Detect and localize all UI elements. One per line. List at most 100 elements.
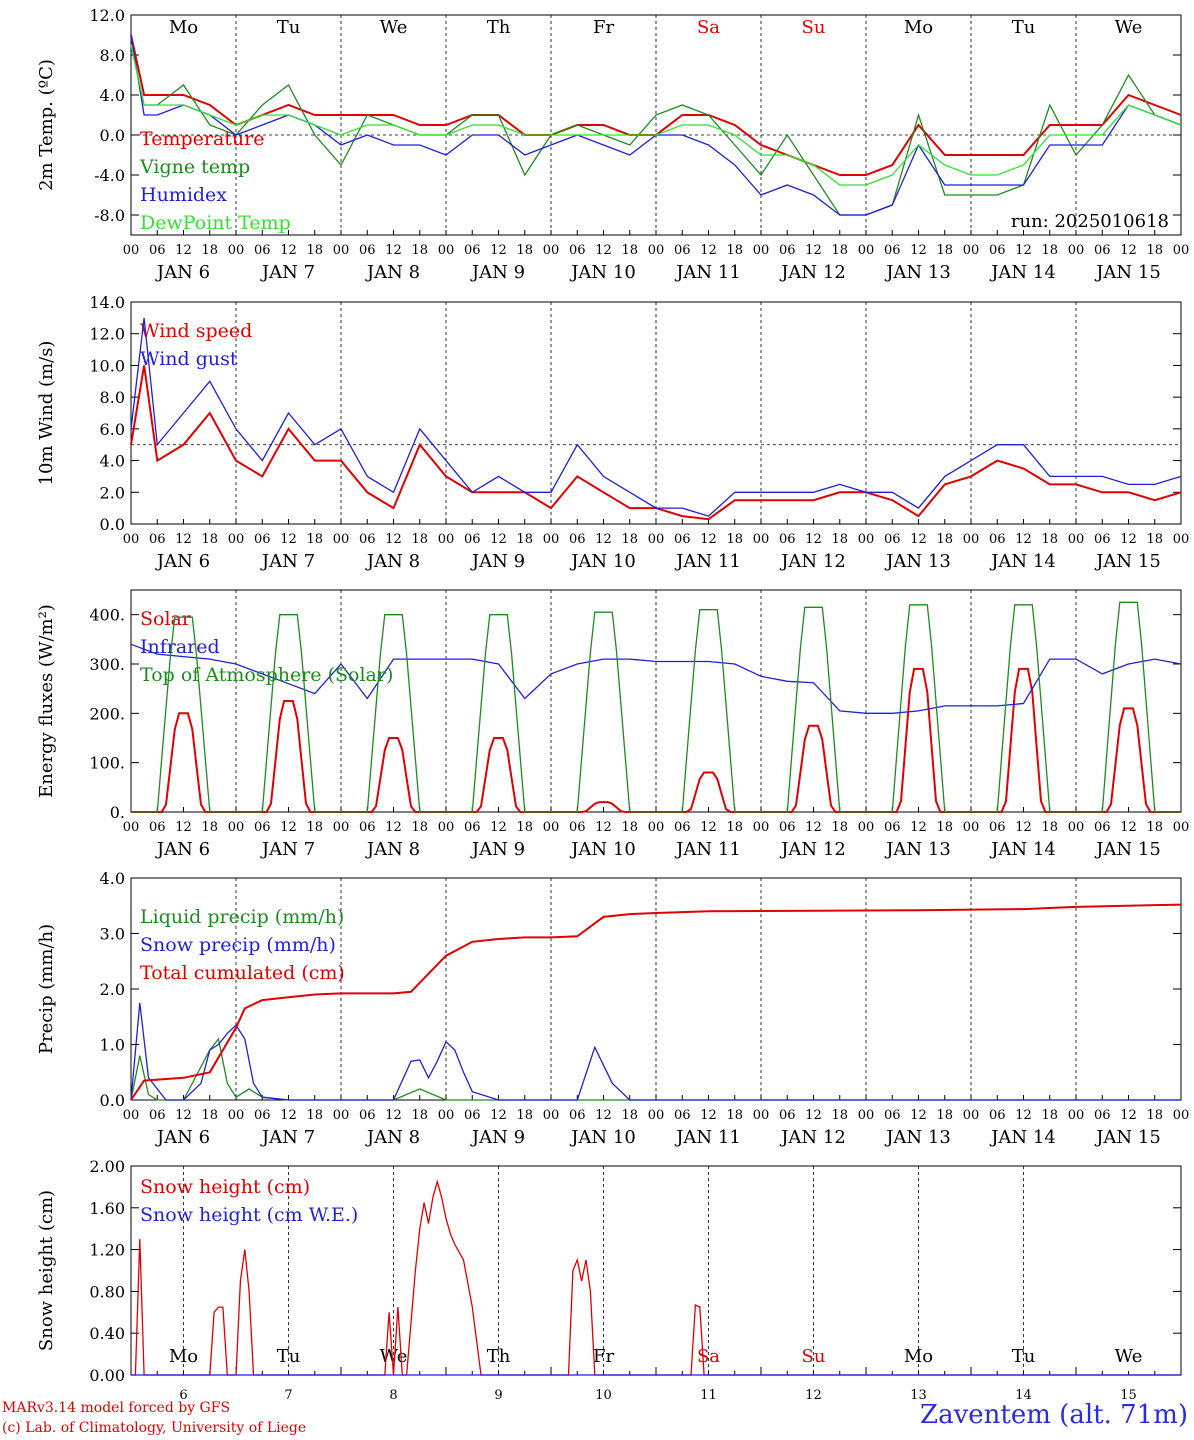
hour-tick-label: 06: [989, 532, 1006, 547]
hour-tick-label: 12: [910, 1108, 927, 1123]
date-label: JAN 11: [674, 551, 741, 572]
hour-tick-label: 18: [201, 532, 218, 547]
hour-tick-label: 06: [989, 820, 1006, 835]
date-label: JAN 6: [155, 1127, 210, 1148]
model-credit: MARv3.14 model forced by GFS: [2, 1400, 231, 1416]
y-axis-title: Precip (mm/h): [36, 924, 57, 1054]
day-number-label: 10: [595, 1388, 612, 1400]
date-label: JAN 6: [155, 839, 210, 860]
date-label: JAN 8: [365, 839, 420, 860]
hour-tick-label: 18: [621, 532, 638, 547]
hour-tick-label: 18: [411, 532, 428, 547]
legend-entry: Vigne temp: [139, 156, 250, 178]
weekday-label: Mo: [169, 17, 198, 38]
hour-tick-label: 18: [516, 820, 533, 835]
hour-tick-label: 00: [123, 820, 140, 835]
date-label: JAN 10: [569, 262, 636, 283]
hour-tick-label: 18: [1146, 532, 1163, 547]
hour-tick-label: 12: [385, 243, 402, 258]
hour-tick-label: 00: [543, 243, 560, 258]
series-line-vigne-temp: [130, 44, 1182, 216]
hour-tick-label: 12: [490, 1108, 507, 1123]
series-line-wind-speed: [130, 365, 1182, 521]
hour-tick-label: 18: [201, 243, 218, 258]
date-label: JAN 12: [779, 551, 846, 572]
hour-tick-label: 00: [543, 532, 560, 547]
legend-entry: Wind gust: [140, 348, 238, 370]
hour-tick-label: 06: [779, 243, 796, 258]
hour-tick-label: 06: [1094, 532, 1111, 547]
hour-tick-label: 06: [674, 243, 691, 258]
hour-tick-label: 12: [595, 243, 612, 258]
hour-tick-label: 18: [1146, 243, 1163, 258]
hour-tick-label: 18: [621, 820, 638, 835]
date-label: JAN 14: [989, 262, 1056, 283]
y-tick-label: 0.40: [89, 1324, 125, 1343]
weekday-label: We: [380, 17, 408, 38]
hour-tick-label: 12: [490, 532, 507, 547]
hour-tick-label: 12: [595, 1108, 612, 1123]
date-label: JAN 11: [674, 839, 741, 860]
y-tick-label: 300.: [89, 655, 125, 674]
date-label: JAN 13: [884, 551, 951, 572]
hour-tick-label: 18: [621, 1108, 638, 1123]
hour-tick-label: 00: [1173, 820, 1190, 835]
hour-tick-label: 06: [569, 1108, 586, 1123]
series-line-total-cumulated-cm-: [130, 903, 1182, 1101]
date-label: JAN 10: [569, 839, 636, 860]
weekday-label: We: [380, 1346, 408, 1367]
legend-entry: Wind speed: [140, 320, 252, 342]
hour-tick-label: 12: [175, 820, 192, 835]
hour-tick-label: 00: [438, 532, 455, 547]
hour-tick-label: 18: [411, 243, 428, 258]
hour-tick-label: 00: [1068, 820, 1085, 835]
hour-tick-label: 18: [726, 1108, 743, 1123]
y-tick-label: 4.0: [100, 86, 125, 105]
hour-tick-label: 06: [359, 243, 376, 258]
legend-entry: DewPoint Temp: [140, 212, 291, 234]
hour-tick-label: 12: [595, 532, 612, 547]
hour-tick-label: 00: [858, 243, 875, 258]
hour-tick-label: 12: [1120, 243, 1137, 258]
weekday-label: Mo: [169, 1346, 198, 1367]
hour-tick-label: 00: [753, 532, 770, 547]
legend-entry: Snow height (cm): [140, 1176, 310, 1198]
hour-tick-label: 18: [831, 243, 848, 258]
hour-tick-label: 00: [753, 820, 770, 835]
hour-tick-label: 00: [1173, 243, 1190, 258]
date-label: JAN 12: [779, 839, 846, 860]
hour-tick-label: 18: [306, 243, 323, 258]
legend-entry: Solar: [140, 608, 192, 630]
panel-4: 4.03.02.01.00.000 06 12 18 00 06 12 18 00 06 12 18 0…: [36, 869, 1189, 1148]
y-tick-label: 3.0: [100, 925, 125, 944]
legend-entry: Snow precip (mm/h): [140, 934, 336, 956]
y-tick-label: 2.0: [100, 483, 125, 502]
hour-tick-label: 00: [333, 1108, 350, 1123]
weekday-label: Tu: [1012, 17, 1036, 38]
y-tick-label: 10.0: [89, 356, 125, 375]
legend-entry: Total cumulated (cm): [140, 962, 345, 984]
hour-tick-label: 18: [1041, 243, 1058, 258]
run-label: run: 2025010618: [1011, 211, 1169, 232]
y-tick-label: 200.: [89, 704, 125, 723]
series-line-top-of-atmosphere-solar-: [131, 601, 1181, 813]
hour-tick-label: 00: [438, 243, 455, 258]
hour-tick-label: 18: [1146, 820, 1163, 835]
hour-tick-label: 18: [411, 820, 428, 835]
hour-tick-label: 06: [1094, 243, 1111, 258]
hour-tick-label: 12: [385, 820, 402, 835]
hour-tick-label: 06: [149, 243, 166, 258]
weekday-label: We: [1115, 17, 1143, 38]
hour-tick-label: 12: [1015, 243, 1032, 258]
date-label: JAN 7: [260, 551, 315, 572]
hour-tick-label: 00: [123, 532, 140, 547]
legend-entry: Liquid precip (mm/h): [140, 906, 344, 928]
hour-tick-label: 06: [989, 1108, 1006, 1123]
date-label: JAN 9: [470, 1127, 525, 1148]
hour-tick-label: 06: [359, 820, 376, 835]
hour-tick-label: 00: [858, 1108, 875, 1123]
hour-tick-label: 06: [254, 243, 271, 258]
hour-tick-label: 06: [779, 820, 796, 835]
hour-tick-label: 06: [884, 820, 901, 835]
weekday-label: Su: [802, 17, 826, 38]
